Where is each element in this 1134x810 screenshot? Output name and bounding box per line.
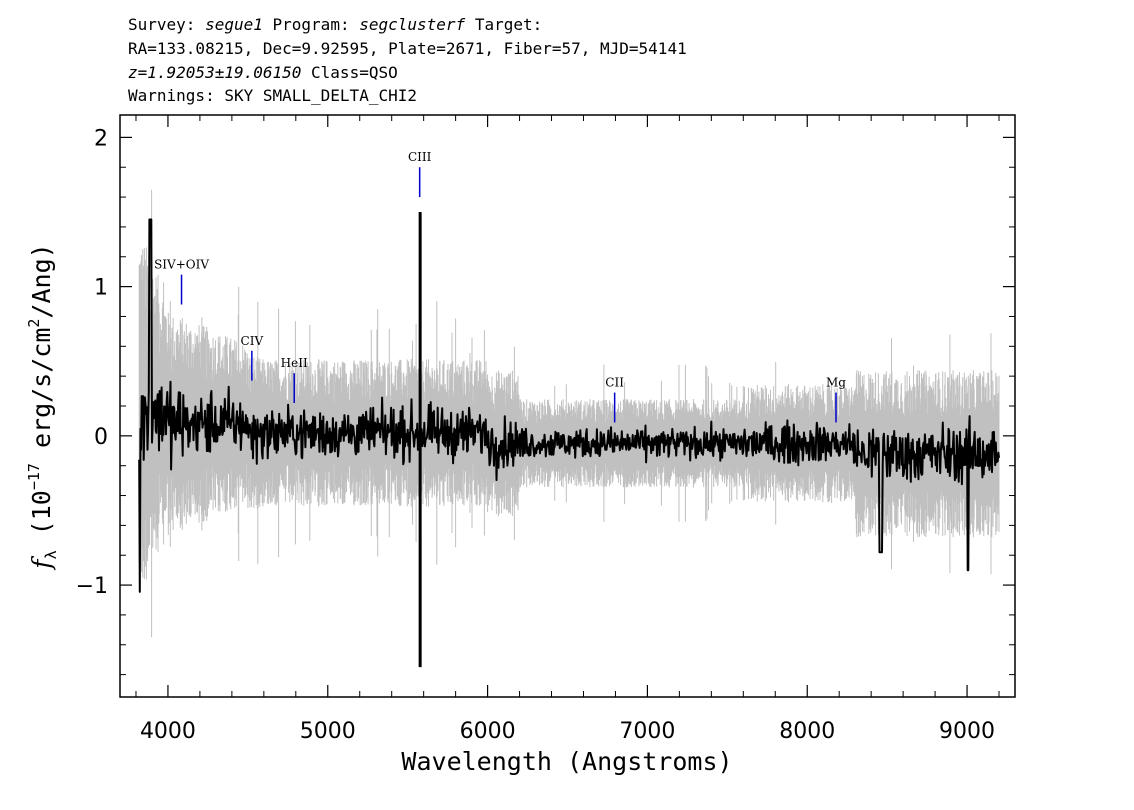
header-line-3: z=1.92053±19.06150 Class=QSO: [128, 64, 398, 82]
flux-line: [138, 218, 1000, 593]
y-axis-mid: erg/s/cm: [27, 328, 56, 463]
y-axis-open: (10: [27, 490, 56, 550]
y-tick-label: −1: [76, 574, 108, 599]
emission-line-label: HeII: [281, 356, 308, 370]
x-tick-label: 5000: [300, 719, 356, 744]
y-axis-exp2: 2: [25, 319, 43, 328]
emission-line-label: SIV+OIV: [154, 258, 209, 272]
header-line-1: Survey: segue1 Program: segclusterf Targ…: [128, 16, 542, 34]
class-value: Class=QSO: [311, 63, 398, 82]
program-label: Program:: [272, 15, 350, 34]
x-tick-label: 7000: [619, 719, 675, 744]
axis-ticks: 4000 5000 6000 7000 8000 9000 −1 0 1 2: [76, 115, 1015, 744]
header-line-4: Warnings: SKY SMALL_DELTA_CHI2: [128, 86, 417, 105]
y-tick-label: 2: [94, 126, 108, 151]
x-tick-label: 4000: [140, 719, 196, 744]
program-value: segclusterf: [359, 15, 466, 34]
y-axis-exp: −17: [25, 463, 43, 490]
emission-line-markers: SIV+OIV CIV HeII CIII CII Mg: [154, 150, 846, 423]
header-line-2: RA=133.08215, Dec=9.92595, Plate=2671, F…: [128, 39, 687, 58]
y-axis-sub: λ: [42, 550, 60, 559]
x-tick-label: 6000: [460, 719, 516, 744]
y-axis-title: fλ (10−17 erg/s/cm2/Ang): [25, 243, 60, 570]
emission-line-label: CIV: [241, 334, 264, 348]
y-tick-label: 0: [94, 425, 108, 450]
noise-series: [138, 189, 1000, 638]
y-tick-label: 1: [94, 276, 108, 301]
y-axis-f: f: [27, 556, 56, 571]
flux-series: [138, 212, 1000, 668]
emission-line-label: CIII: [408, 150, 432, 164]
emission-line-label: CII: [605, 376, 624, 390]
x-tick-label: 9000: [939, 719, 995, 744]
y-axis-end: /Ang): [27, 243, 56, 318]
x-tick-label: 8000: [779, 719, 835, 744]
x-axis-title: Wavelength (Angstroms): [401, 747, 732, 776]
survey-label: Survey:: [128, 15, 196, 34]
target-label: Target:: [474, 15, 543, 34]
redshift-value: z=1.92053±19.06150: [128, 63, 302, 82]
survey-value: segue1: [205, 15, 263, 34]
noise-band: [138, 189, 1000, 638]
emission-line-label: Mg: [826, 376, 846, 390]
